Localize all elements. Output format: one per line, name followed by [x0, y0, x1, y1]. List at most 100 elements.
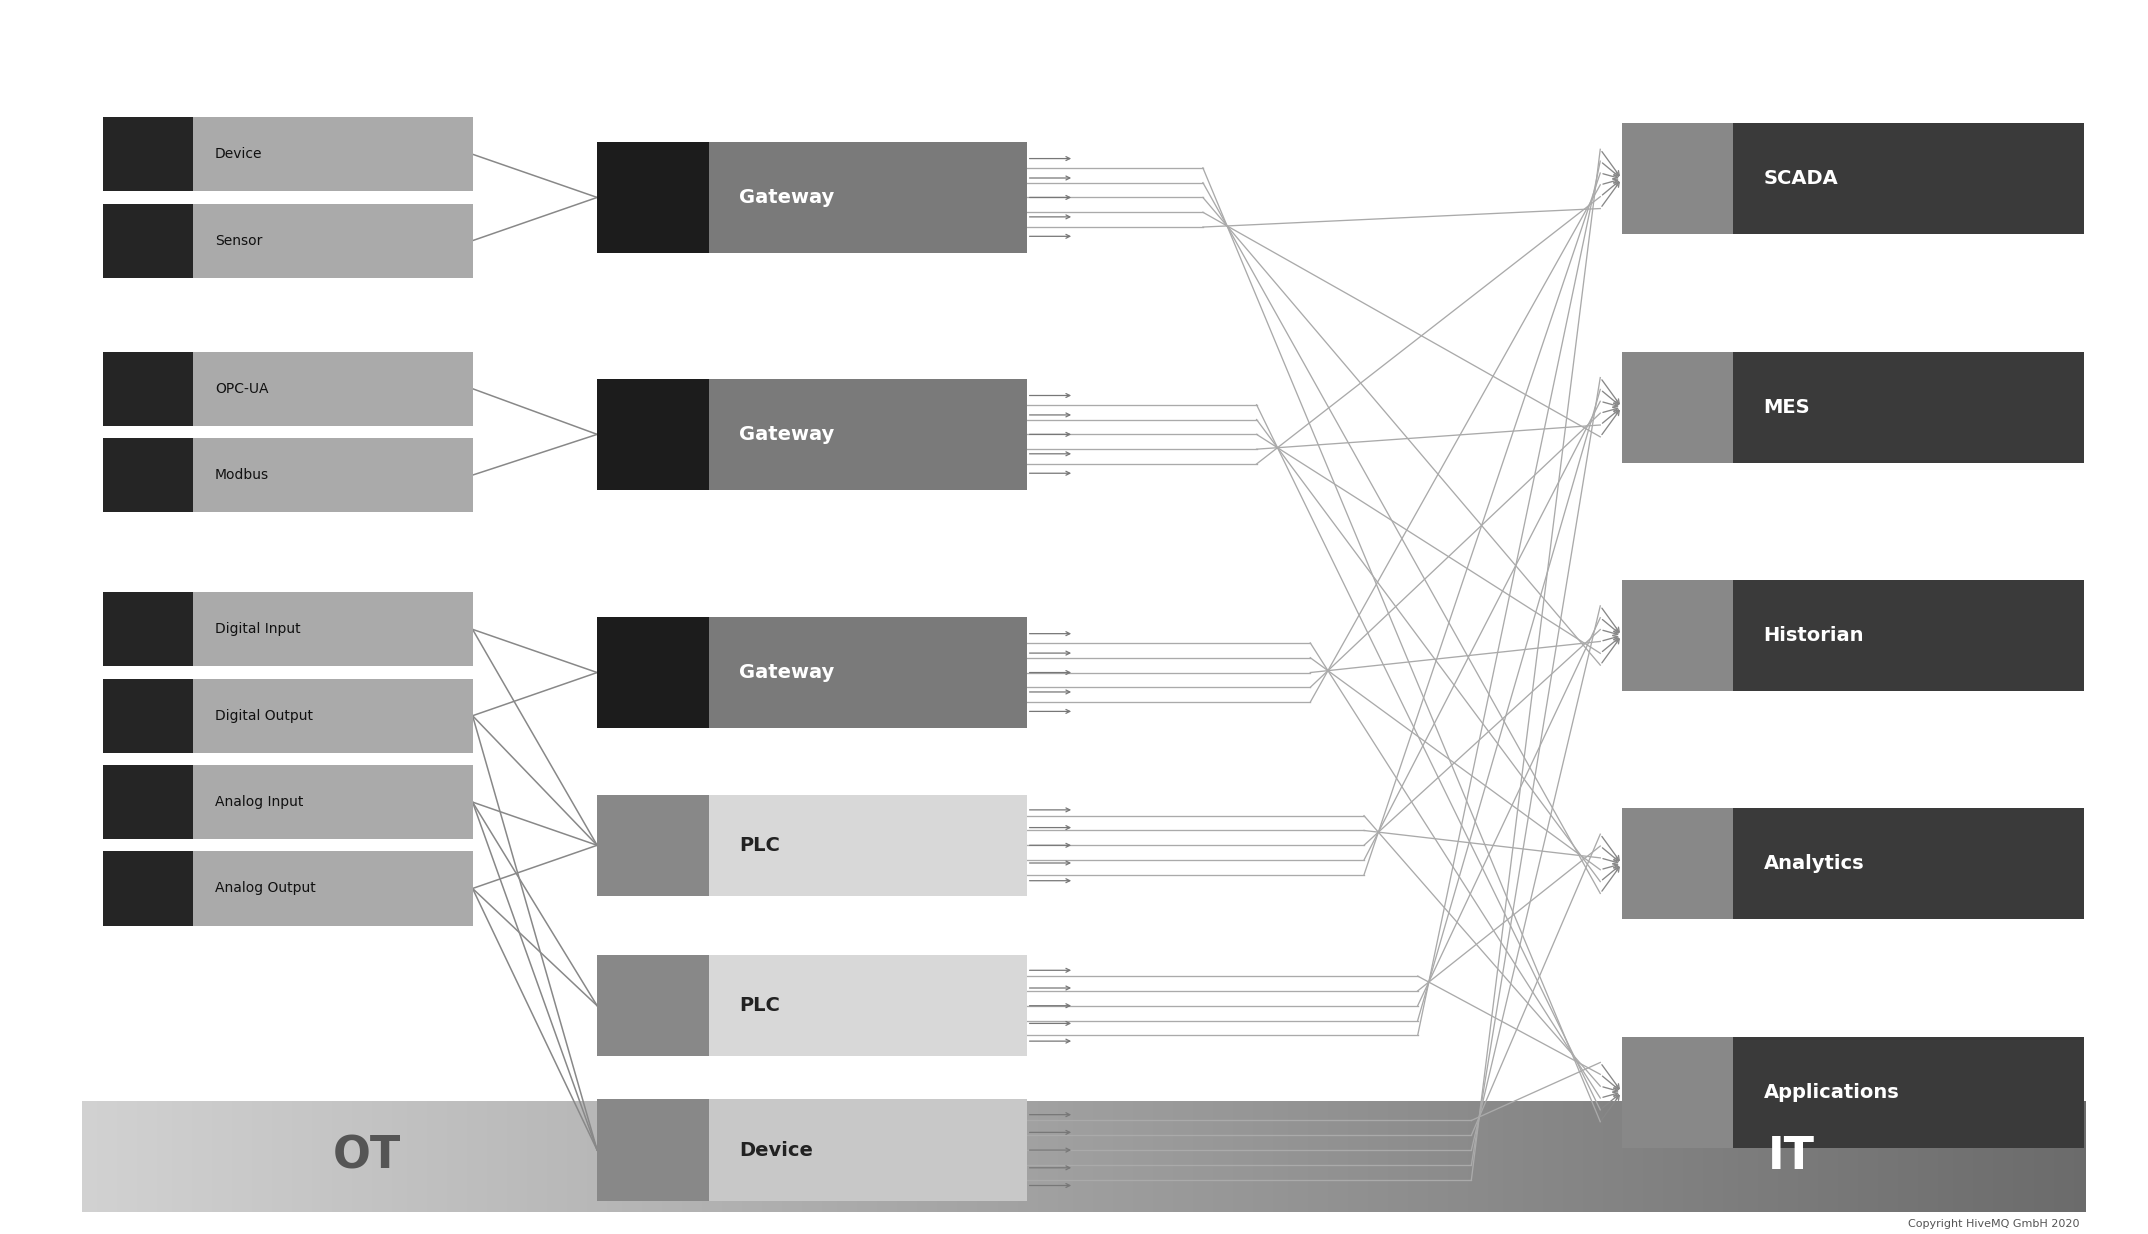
Bar [842, 1101, 848, 1212]
Bar [1087, 1101, 1095, 1212]
Bar [1632, 1101, 1641, 1212]
Bar [1237, 1101, 1246, 1212]
Bar [281, 1101, 290, 1212]
Bar [1527, 1101, 1536, 1212]
Bar [451, 1101, 460, 1212]
Bar [1433, 1101, 1439, 1212]
Bar [1699, 1101, 1706, 1212]
Bar [1789, 1101, 1796, 1212]
Bar [1718, 1101, 1725, 1212]
Bar [597, 955, 709, 1056]
Bar [1858, 1101, 1864, 1212]
Bar [1362, 1101, 1370, 1212]
Bar [2034, 1101, 2041, 1212]
Bar [1474, 1101, 1480, 1212]
Bar [1622, 123, 1733, 234]
Bar [1214, 1101, 1220, 1212]
Bar [1557, 1101, 1566, 1212]
Bar [1764, 1101, 1770, 1212]
Bar [632, 1101, 640, 1212]
Bar [1252, 1101, 1261, 1212]
Bar [1733, 808, 2084, 919]
Bar [421, 1101, 430, 1212]
Bar [1918, 1101, 1925, 1212]
Bar [406, 1101, 415, 1212]
Bar [958, 1101, 964, 1212]
Bar [1673, 1101, 1680, 1212]
Bar [131, 1101, 140, 1212]
Bar [906, 1101, 915, 1212]
Bar [1358, 1101, 1364, 1212]
Bar [1293, 1101, 1300, 1212]
Bar [1407, 1101, 1416, 1212]
Bar [1312, 1101, 1321, 1212]
Bar [1458, 1101, 1465, 1212]
Bar [797, 1101, 806, 1212]
Bar [1267, 1101, 1276, 1212]
Bar [326, 1101, 335, 1212]
Bar [1538, 1101, 1544, 1212]
Bar [1639, 1101, 1645, 1212]
Bar [1304, 1101, 1310, 1212]
Bar [533, 1101, 539, 1212]
Bar [307, 1101, 314, 1212]
Bar [503, 1101, 509, 1212]
Bar [477, 1101, 483, 1212]
Bar [277, 1101, 284, 1212]
Bar [1222, 1101, 1231, 1212]
Bar [1688, 1101, 1695, 1212]
Bar [1587, 1101, 1596, 1212]
Bar [1594, 1101, 1600, 1212]
Bar [1534, 1101, 1540, 1212]
Bar [101, 1101, 110, 1212]
Bar [1353, 1101, 1360, 1212]
Bar [187, 1101, 193, 1212]
Bar [507, 1101, 513, 1212]
Bar [1489, 1101, 1495, 1212]
Text: Gateway: Gateway [739, 188, 833, 207]
Bar [2049, 1101, 2056, 1212]
Bar [2069, 1101, 2075, 1212]
Bar [1854, 1101, 1860, 1212]
Bar [1549, 1101, 1555, 1212]
Bar [2008, 1101, 2015, 1212]
Bar [1229, 1101, 1235, 1212]
Text: Analog Output: Analog Output [215, 881, 316, 896]
Bar [788, 1101, 795, 1212]
Bar [1944, 1101, 1950, 1212]
Bar [823, 1101, 829, 1212]
Bar [709, 379, 1027, 490]
Bar [193, 352, 473, 426]
Bar [556, 1101, 565, 1212]
Bar [1153, 1101, 1160, 1212]
Bar [1138, 1101, 1145, 1212]
Bar [1907, 1101, 1916, 1212]
Bar [937, 1101, 945, 1212]
Bar [481, 1101, 490, 1212]
Bar [1624, 1101, 1630, 1212]
Bar [657, 1101, 664, 1212]
Bar [717, 1101, 724, 1212]
Bar [458, 1101, 464, 1212]
Bar [342, 1101, 348, 1212]
Bar [412, 1101, 419, 1212]
Bar [861, 1101, 870, 1212]
Bar [1012, 1101, 1020, 1212]
Bar [887, 1101, 894, 1212]
Bar [1983, 1101, 1991, 1212]
Bar [1613, 1101, 1620, 1212]
Bar [752, 1101, 760, 1212]
Bar [318, 1101, 324, 1212]
Bar [1102, 1101, 1111, 1212]
Bar [376, 1101, 384, 1212]
Bar [833, 1101, 840, 1212]
Bar [1508, 1101, 1514, 1212]
Bar [1068, 1101, 1074, 1212]
Bar [1978, 1101, 1985, 1212]
Bar [988, 1101, 995, 1212]
Bar [748, 1101, 754, 1212]
Bar [997, 1101, 1005, 1212]
Bar [193, 117, 473, 191]
Bar [1617, 1101, 1626, 1212]
Text: IT: IT [1768, 1135, 1815, 1177]
